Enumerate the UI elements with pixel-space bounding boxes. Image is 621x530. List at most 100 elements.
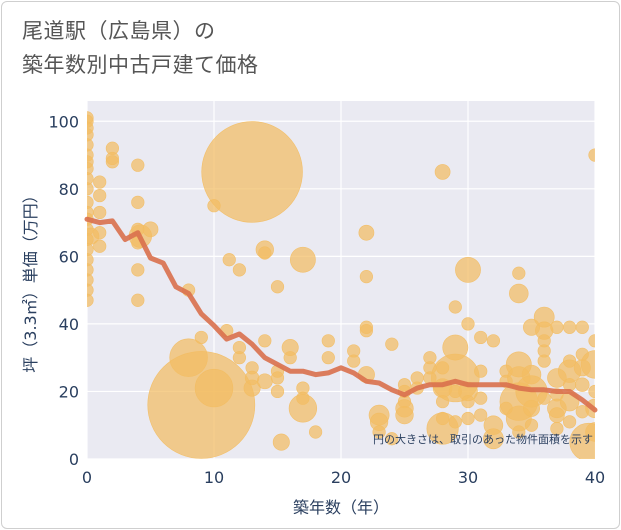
bubble-point [448,415,462,429]
y-tick-label: 100 [48,112,79,131]
bubble-point [474,391,488,405]
y-tick-labels: 0 20 40 60 80 100 [48,112,79,469]
bubble-point [194,330,208,345]
bubble-point [461,394,475,409]
bubble-point [385,337,399,351]
y-tick-label: 0 [69,450,79,469]
title-line-1: 尾道駅（広島県）の [22,19,216,43]
bubble-point [461,411,475,426]
bubble-point [87,253,94,267]
x-tick-labels: 0 10 20 30 40 [82,468,605,487]
bubble-point [410,371,424,385]
bubble-point [270,280,285,294]
bubble-point [131,263,145,277]
bubble-point [588,148,595,162]
bubble-point [93,239,107,253]
bubble-point [243,379,261,397]
bubble-point [359,324,374,338]
y-tick-label: 80 [59,180,79,199]
bubble-point [222,253,236,267]
bubble-point [87,138,94,152]
bubble-point [550,422,564,436]
bubble-point [87,293,94,307]
bubble-point [474,364,488,378]
bubble-point [201,121,303,223]
bubble-point [455,256,481,283]
bubble-point [358,224,375,241]
y-tick-label: 40 [59,315,79,334]
bubble-point [258,334,272,348]
bubble-point [575,377,590,392]
bubble-point [270,384,285,399]
bubble-point [562,415,577,429]
average-price-line [84,216,598,413]
bubble-point [270,371,285,385]
bubble-point [347,354,361,368]
bubble-point [87,283,94,297]
bubble-point [512,266,526,280]
bubble-point [461,317,475,331]
bubble-point [256,373,273,390]
bubble-point [87,172,94,186]
bubble-point [474,408,488,422]
bubble-point [486,334,501,348]
bubble-point [289,246,316,273]
x-tick-label: 30 [458,468,478,487]
bubble-point [93,175,107,189]
size-note: 円の大きさは、取引のあった物件面積を示す [373,432,593,446]
bubble-point [550,320,564,334]
bubble-point [580,350,595,379]
bubble-point [483,428,504,450]
bubble-point [87,243,94,257]
bubble-point [372,425,386,439]
bubble-point [509,283,529,304]
bubble-point [258,246,272,260]
bubble-point [359,270,374,284]
x-axis-title: 築年数（年） [293,498,389,517]
y-tick-label: 20 [59,382,79,401]
bubble-point [131,195,145,209]
x-tick-label: 0 [82,468,92,487]
bubble-point [321,351,335,365]
bubble-point [309,425,323,439]
bubble-point [288,394,318,423]
bubble-point [87,128,94,142]
bubble-point [232,351,246,365]
bubble-point [194,368,234,408]
bubble-point [588,384,595,399]
bubble-point [385,432,399,446]
chart-title: 尾道駅（広島県）の 築年数別中古戸建て価格 [22,14,259,82]
bubble-point [537,354,551,368]
bubble-point [147,351,256,459]
bubble-point [395,405,414,425]
bubble-point [142,221,159,238]
bubble-point [87,161,94,176]
bubble-point [474,330,488,345]
bubble-point [272,433,290,451]
bubble-point [549,407,565,423]
bubble-point [523,399,540,417]
y-tick-label: 60 [59,247,79,266]
bubble-point [93,205,107,220]
bubble-point [93,226,107,240]
bubble-point [575,320,589,334]
title-line-2: 築年数別中古戸建て価格 [22,53,259,77]
bubble-point [524,418,539,432]
bubble-point [131,293,145,307]
bubble-point [569,422,595,459]
bubble-point [131,158,145,172]
bubble-point [232,263,246,277]
y-axis-title: 坪（3.3㎡）単価（万円） [21,187,40,372]
bubble-point [434,164,451,180]
bubble-point [588,334,595,348]
bubble-point [283,351,297,365]
x-tick-label: 40 [585,468,605,487]
bubble-point [87,263,94,277]
bubble-point [448,300,462,314]
x-tick-label: 20 [331,468,351,487]
bubble-point [87,182,94,196]
x-tick-label: 10 [204,468,224,487]
bubble-point [537,391,551,405]
bubble-point [105,155,119,169]
